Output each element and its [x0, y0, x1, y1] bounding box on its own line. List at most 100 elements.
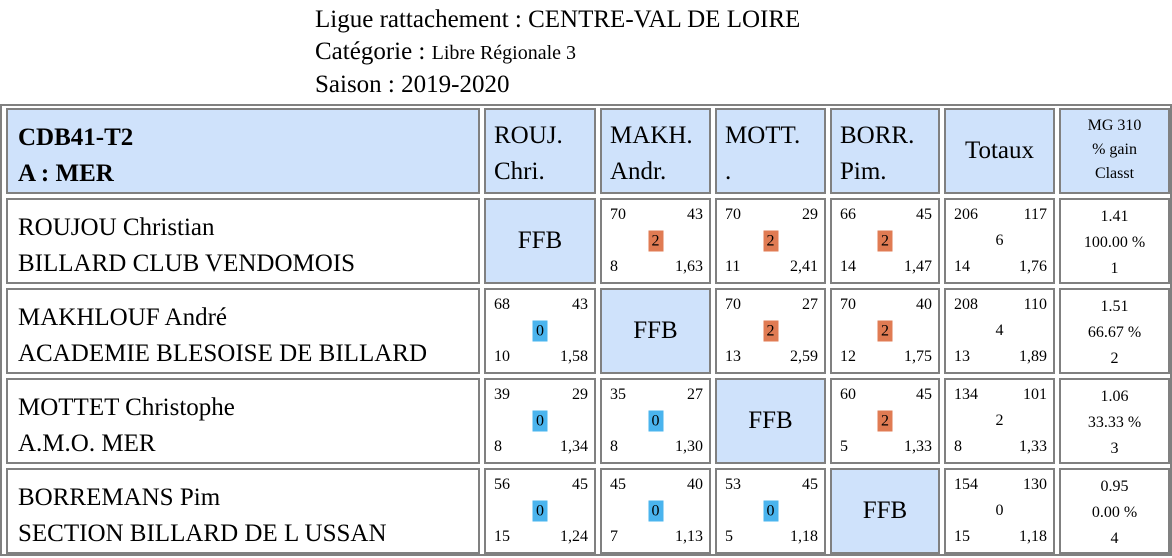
mg-cell: 0.95 0.00 % 4	[1059, 468, 1170, 554]
mg-cell: 1.41 100.00 % 1	[1059, 198, 1170, 284]
win-badge: 2	[877, 410, 893, 432]
reprises: 8	[494, 438, 502, 455]
mg-header-line: % gain	[1092, 141, 1137, 158]
points: 56	[494, 476, 510, 493]
categorie-value: Libre Régionale 3	[431, 42, 577, 64]
player-cell: ROUJOU Christian BILLARD CLUB VENDOMOIS	[6, 198, 480, 284]
points: 45	[610, 476, 626, 493]
totals-header: Totaux	[944, 108, 1055, 194]
total-opponent-points: 117	[1023, 206, 1047, 223]
totals-label: Totaux	[964, 137, 1035, 164]
reprises: 12	[840, 348, 856, 365]
average: 1,47	[904, 258, 932, 275]
average: 1,13	[675, 528, 703, 545]
table-title-cell: CDB41-T2 A : MER	[6, 108, 480, 194]
ranking: 1	[1110, 260, 1119, 277]
column-header-line1: ROUJ.	[494, 122, 563, 149]
average: 1,58	[560, 348, 588, 365]
average: 1,33	[904, 438, 932, 455]
total-points: 206	[954, 206, 978, 223]
gain-percent: 66.67 %	[1087, 324, 1142, 341]
average: 1,34	[560, 438, 588, 455]
opponent-points: 45	[916, 206, 932, 223]
loss-badge: 0	[648, 500, 663, 522]
opponent-points: 45	[916, 386, 932, 403]
average: 1,18	[790, 528, 818, 545]
points: 70	[610, 206, 626, 223]
ranking: 2	[1110, 350, 1119, 367]
column-header: ROUJ. Chri.	[484, 108, 596, 194]
total-average: 1,33	[1019, 438, 1047, 455]
self-label: FFB	[862, 497, 908, 524]
points: 70	[840, 296, 856, 313]
column-header: BORR. Pim.	[830, 108, 940, 194]
ranking: 4	[1110, 530, 1119, 547]
column-header-line1: MAKH.	[610, 122, 693, 149]
opponent-points: 27	[802, 296, 818, 313]
player-name: MOTTET Christophe	[18, 394, 235, 421]
total-average: 1,89	[1019, 348, 1047, 365]
saison-line: Saison : 2019-2020	[315, 71, 510, 98]
match-cell: 60 45 2 5 1,33	[830, 378, 940, 464]
total-reprises: 14	[954, 258, 970, 275]
column-header: MAKH. Andr.	[600, 108, 711, 194]
general-average: 1.06	[1100, 388, 1129, 405]
total-match-points: 4	[995, 322, 1004, 339]
match-cell: 70 43 2 8 1,63	[600, 198, 711, 284]
points: 66	[840, 206, 856, 223]
total-opponent-points: 101	[1023, 386, 1047, 403]
player-cell: BORREMANS Pim SECTION BILLARD DE L USSAN	[6, 468, 480, 554]
reprises: 14	[840, 258, 856, 275]
column-header-line2: Chri.	[494, 158, 545, 185]
reprises: 11	[725, 258, 741, 275]
ligue-line: Ligue rattachement : CENTRE-VAL DE LOIRE	[315, 6, 801, 33]
loss-badge: 0	[648, 410, 663, 432]
self-cell: FFB	[715, 378, 826, 464]
win-badge: 2	[763, 230, 778, 252]
results-table: CDB41-T2 A : MER ROUJ. Chri. MAKH. Andr. MOTT.…	[0, 104, 1172, 556]
match-cell: 56 45 0 15 1,24	[484, 468, 596, 554]
column-header-line1: BORR.	[840, 122, 915, 149]
total-opponent-points: 130	[1023, 476, 1047, 493]
win-badge: 2	[877, 320, 893, 342]
totals-cell: 154 130 0 15 1,18	[944, 468, 1055, 554]
total-match-points: 0	[995, 502, 1004, 519]
player-name: BORREMANS Pim	[18, 484, 221, 511]
reprises: 8	[610, 258, 618, 275]
table-title: CDB41-T2	[18, 124, 134, 151]
column-header-line1: MOTT.	[725, 122, 801, 149]
match-cell: 45 40 0 7 1,13	[600, 468, 711, 554]
points: 53	[725, 476, 741, 493]
page-header: Ligue rattachement : CENTRE-VAL DE LOIRE…	[315, 4, 800, 101]
column-header-line2: Andr.	[610, 158, 667, 185]
total-points: 154	[954, 476, 978, 493]
points: 60	[840, 386, 856, 403]
column-header-line2: Pim.	[840, 158, 887, 185]
total-match-points: 6	[995, 232, 1004, 249]
points: 39	[494, 386, 510, 403]
average: 1,24	[560, 528, 588, 545]
saison-value: 2019-2020	[401, 71, 510, 98]
opponent-points: 45	[802, 476, 818, 493]
average: 2,59	[790, 348, 818, 365]
reprises: 10	[494, 348, 510, 365]
totals-cell: 206 117 6 14 1,76	[944, 198, 1055, 284]
column-header-line2: .	[725, 158, 732, 185]
column-header: MOTT..	[715, 108, 826, 194]
match-cell: 53 45 0 5 1,18	[715, 468, 826, 554]
opponent-points: 45	[572, 476, 588, 493]
self-label: FFB	[517, 227, 563, 254]
categorie-line: Catégorie : Libre Régionale 3	[315, 38, 577, 65]
reprises: 5	[725, 528, 733, 545]
player-cell: MOTTET Christophe A.M.O. MER	[6, 378, 480, 464]
total-points: 134	[954, 386, 978, 403]
general-average: 1.41	[1100, 208, 1129, 225]
self-cell: FFB	[830, 468, 940, 554]
total-points: 208	[954, 296, 978, 313]
self-label: FFB	[633, 317, 678, 344]
total-average: 1,76	[1019, 258, 1047, 275]
mg-header: MG 310 % gain Classt	[1059, 108, 1170, 194]
match-cell: 66 45 2 14 1,47	[830, 198, 940, 284]
general-average: 1.51	[1100, 298, 1129, 315]
ligue-value: CENTRE-VAL DE LOIRE	[528, 6, 801, 33]
